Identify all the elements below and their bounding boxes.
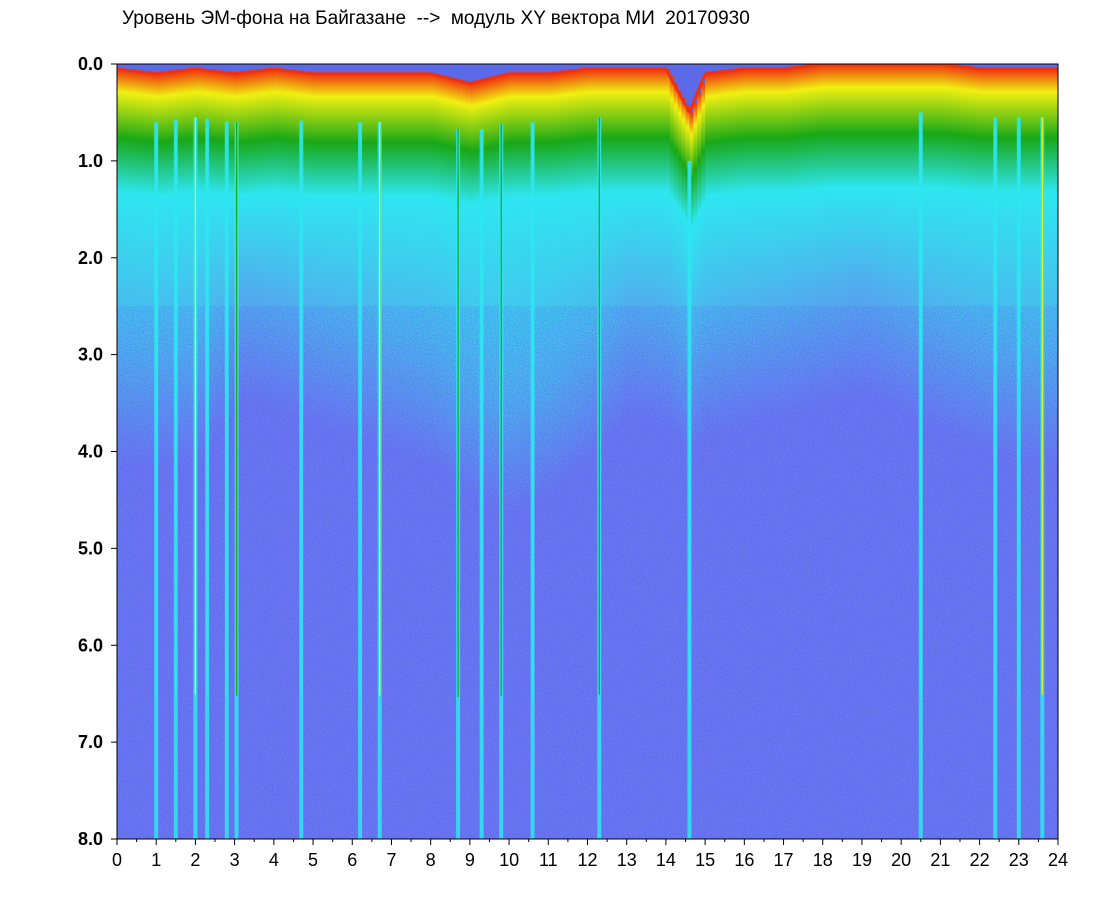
heatmap-speckle bbox=[117, 306, 1058, 839]
surface-edge bbox=[156, 67, 196, 76]
heatmap-streak-core bbox=[457, 128, 459, 697]
x-tick-label: 6 bbox=[347, 850, 357, 870]
x-tick-label: 14 bbox=[656, 850, 676, 870]
x-tick-label: 1 bbox=[151, 850, 161, 870]
heatmap-streak-core bbox=[206, 118, 208, 695]
chart-title: Уровень ЭМ-фона на Байгазане --> модуль … bbox=[122, 8, 750, 29]
x-tick-label: 18 bbox=[813, 850, 833, 870]
x-tick-label: 11 bbox=[539, 850, 558, 870]
heatmap-streak-core bbox=[175, 119, 177, 696]
x-tick-label: 23 bbox=[1009, 850, 1029, 870]
heatmap-streak-core bbox=[1018, 117, 1020, 695]
surface-edge bbox=[940, 64, 980, 71]
surface-edge bbox=[234, 67, 275, 76]
x-tick-label: 21 bbox=[930, 850, 950, 870]
x-tick-label: 7 bbox=[386, 850, 396, 870]
heatmap-streak-core bbox=[300, 120, 302, 696]
x-tick-label: 12 bbox=[577, 850, 597, 870]
y-tick-label: 6.0 bbox=[78, 635, 103, 655]
x-tick-label: 4 bbox=[269, 850, 279, 870]
heatmap-streak-core bbox=[688, 160, 691, 704]
x-tick-label: 15 bbox=[695, 850, 715, 870]
heatmap-streak-core bbox=[481, 128, 483, 697]
surface-edge bbox=[117, 67, 157, 76]
x-tick-label: 10 bbox=[499, 850, 519, 870]
heatmap-streak-core bbox=[155, 122, 157, 696]
surface-edge bbox=[664, 68, 691, 114]
x-tick-label: 17 bbox=[774, 850, 794, 870]
heatmap-streak-core bbox=[500, 124, 502, 697]
x-tick-label: 5 bbox=[308, 850, 318, 870]
y-tick-label: 8.0 bbox=[78, 829, 103, 849]
x-tick-label: 19 bbox=[852, 850, 872, 870]
x-tick-label: 2 bbox=[190, 850, 200, 870]
y-tick-label: 3.0 bbox=[78, 345, 103, 365]
surface-edge bbox=[469, 72, 510, 85]
y-tick-label: 2.0 bbox=[78, 248, 103, 268]
heatmap-streak-core bbox=[994, 117, 996, 695]
heatmap-streak-core bbox=[532, 122, 534, 696]
surface-edge bbox=[195, 67, 235, 76]
x-tick-label: 13 bbox=[617, 850, 637, 870]
y-tick-label: 5.0 bbox=[78, 538, 103, 558]
surface-edge bbox=[430, 72, 471, 85]
x-tick-label: 0 bbox=[112, 850, 122, 870]
heatmap-streak-core bbox=[359, 122, 361, 696]
x-tick-label: 3 bbox=[230, 850, 240, 870]
surface-edge bbox=[548, 67, 588, 76]
surface-edge bbox=[273, 67, 314, 76]
y-tick-label: 0.0 bbox=[78, 54, 103, 74]
surface-edge bbox=[688, 73, 707, 114]
surface-edge bbox=[704, 67, 745, 76]
y-tick-label: 1.0 bbox=[78, 151, 103, 171]
heatmap-streak-core bbox=[379, 122, 381, 696]
x-tick-label: 22 bbox=[970, 850, 990, 870]
heatmap-streak-core bbox=[194, 117, 197, 695]
x-tick-label: 8 bbox=[426, 850, 436, 870]
y-tick-label: 4.0 bbox=[78, 442, 103, 462]
surface-edge bbox=[783, 64, 823, 71]
heatmap-streak-core bbox=[1041, 117, 1043, 695]
heatmap-streak-core bbox=[598, 117, 600, 695]
y-tick-label: 7.0 bbox=[78, 732, 103, 752]
x-tick-label: 24 bbox=[1048, 850, 1068, 870]
heatmap-streak-core bbox=[226, 121, 228, 696]
x-tick-label: 9 bbox=[465, 850, 475, 870]
x-tick-label: 20 bbox=[891, 850, 911, 870]
x-tick-label: 16 bbox=[734, 850, 754, 870]
heatmap-streak-core bbox=[235, 121, 238, 696]
heatmap-streak-core bbox=[920, 112, 922, 694]
